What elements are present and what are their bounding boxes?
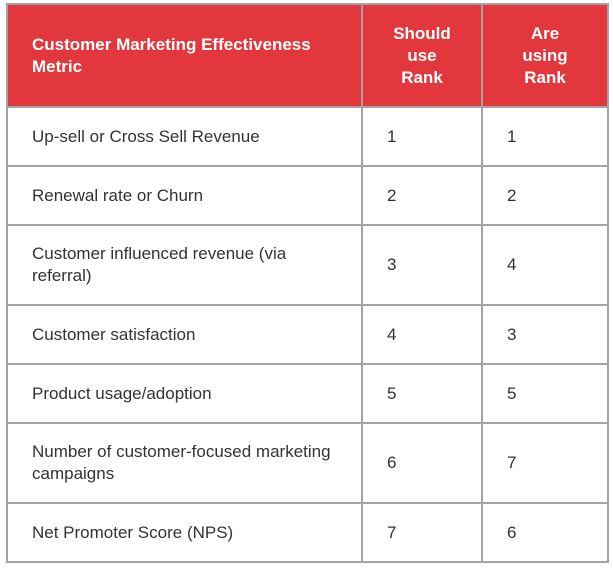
should-use-rank-cell: 4 <box>361 304 483 365</box>
should-use-rank-cell: 2 <box>361 165 483 226</box>
are-using-rank-cell: 1 <box>481 106 609 167</box>
are-using-rank-cell: 7 <box>481 422 609 504</box>
are-using-rank-cell: 3 <box>481 304 609 365</box>
header-metric: Customer Marketing Effectiveness Metric <box>6 3 363 108</box>
should-use-rank-cell: 6 <box>361 422 483 504</box>
metric-cell: Up-sell or Cross Sell Revenue <box>6 106 363 167</box>
table-row: Number of customer-focused marketing cam… <box>6 422 609 504</box>
table-row: Renewal rate or Churn 2 2 <box>6 165 609 226</box>
are-using-rank-cell: 6 <box>481 502 609 563</box>
table-row: Customer influenced revenue (via referra… <box>6 224 609 306</box>
metric-cell: Net Promoter Score (NPS) <box>6 502 363 563</box>
should-use-rank-cell: 5 <box>361 363 483 424</box>
header-line: Should <box>393 23 451 43</box>
metrics-table: Customer Marketing Effectiveness Metric … <box>6 3 609 563</box>
metric-cell: Product usage/adoption <box>6 363 363 424</box>
metric-cell: Customer influenced revenue (via referra… <box>6 224 363 306</box>
table-row: Customer satisfaction 4 3 <box>6 304 609 365</box>
header-line: Rank <box>401 67 443 87</box>
header-line: Rank <box>524 67 566 87</box>
should-use-rank-cell: 7 <box>361 502 483 563</box>
are-using-rank-cell: 5 <box>481 363 609 424</box>
are-using-rank-cell: 2 <box>481 165 609 226</box>
metric-cell: Number of customer-focused marketing cam… <box>6 422 363 504</box>
should-use-rank-cell: 3 <box>361 224 483 306</box>
header-line: using <box>522 45 568 65</box>
metric-cell: Renewal rate or Churn <box>6 165 363 226</box>
should-use-rank-cell: 1 <box>361 106 483 167</box>
header-line: use <box>407 45 437 65</box>
header-row: Customer Marketing Effectiveness Metric … <box>6 3 609 108</box>
are-using-rank-cell: 4 <box>481 224 609 306</box>
metric-cell: Customer satisfaction <box>6 304 363 365</box>
header-are-using-rank: Are using Rank <box>481 3 609 108</box>
table-row: Net Promoter Score (NPS) 7 6 <box>6 502 609 563</box>
table-row: Product usage/adoption 5 5 <box>6 363 609 424</box>
header-line: Are <box>530 23 560 43</box>
header-should-use-rank: Should use Rank <box>361 3 483 108</box>
table-row: Up-sell or Cross Sell Revenue 1 1 <box>6 106 609 167</box>
